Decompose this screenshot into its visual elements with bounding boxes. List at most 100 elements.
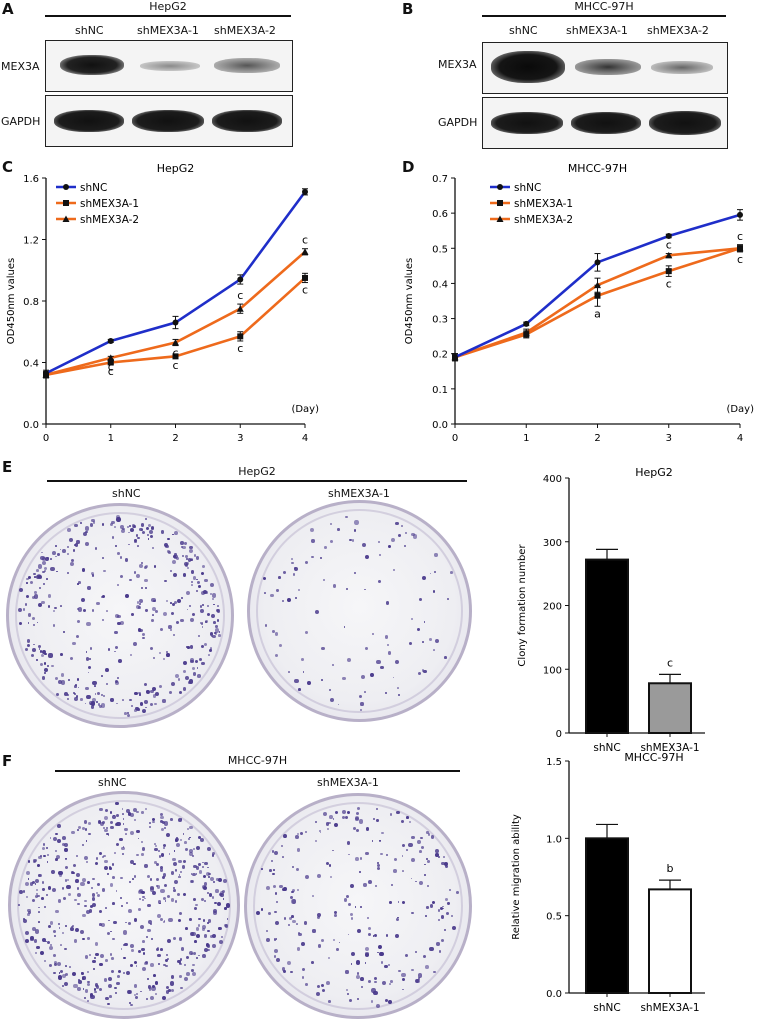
colony-dot [421, 641, 424, 644]
colony-dot [32, 616, 36, 620]
colony-dot [101, 693, 103, 696]
colony-dot [187, 828, 190, 831]
colony-dot [87, 665, 91, 670]
x-tick-label: shMEX3A-1 [640, 1002, 699, 1014]
colony-dot [160, 529, 165, 534]
colony-dot [140, 840, 143, 843]
colony-dot [384, 635, 389, 640]
colony-dot [374, 934, 378, 938]
colony-dot [111, 520, 115, 524]
colony-dot [406, 849, 408, 851]
colony-dot [158, 651, 162, 655]
colony-dot [212, 944, 216, 949]
legend-marker [63, 184, 69, 190]
colony-dot [128, 543, 130, 546]
colony-f-label-shmex3a: shMEX3A-1 [317, 776, 379, 789]
colony-dot [389, 980, 393, 983]
colony-dot [292, 573, 295, 576]
colony-dot [70, 562, 74, 567]
colony-dot [31, 648, 36, 652]
colony-dot [188, 848, 193, 853]
colony-dot [438, 919, 441, 922]
colony-dot [378, 579, 382, 583]
colony-dot [19, 890, 23, 894]
colony-dot [207, 929, 210, 932]
colony-dot [195, 903, 198, 907]
colony-dot [146, 977, 150, 980]
colony-dot [86, 999, 89, 1003]
colony-dot [114, 646, 118, 650]
colony-dot [43, 662, 46, 665]
chart-title: MHCC-97H [568, 162, 627, 175]
colony-dot [267, 912, 271, 916]
colony-dot [377, 866, 381, 870]
colony-dot [97, 820, 102, 825]
colony-dot [442, 907, 444, 910]
colony-dot [89, 647, 93, 650]
colony-dot [395, 660, 400, 665]
colony-dot [31, 880, 36, 885]
colony-dot [52, 609, 55, 612]
colony-dot [149, 995, 155, 1001]
colony-dot [99, 909, 103, 913]
y-tick-label: 0.0 [23, 420, 39, 431]
colony-dot [395, 521, 399, 526]
colony-dot [423, 873, 426, 876]
colony-dot [363, 883, 367, 887]
colony-dot [190, 581, 193, 584]
colony-dot [104, 865, 109, 870]
colony-dot [54, 606, 57, 610]
colony-dot [41, 846, 46, 851]
colony-dot [87, 982, 91, 986]
colony-dot [94, 942, 99, 946]
colony-dot [60, 605, 63, 607]
significance-label: c [737, 230, 743, 243]
colony-dot [353, 529, 357, 532]
colony-dot [372, 935, 375, 937]
colony-dot [406, 816, 409, 819]
colony-dot [150, 963, 154, 967]
colony-dot [356, 806, 361, 811]
colony-dot [446, 912, 450, 916]
significance-label: c [237, 342, 243, 355]
colony-dot [456, 890, 459, 894]
blot-a-band [214, 58, 280, 73]
colony-dot [140, 890, 145, 895]
bar-chart-f: MHCC-97H 0.0 0.5 1.0 1.5 Relative migration a… [511, 752, 705, 1014]
colony-dot [55, 555, 57, 558]
colony-dot [62, 887, 65, 890]
colony-dot [78, 826, 82, 830]
colony-dot [189, 918, 192, 921]
colony-dot [127, 812, 131, 816]
colony-dot [58, 874, 62, 878]
colony-dot [186, 608, 189, 611]
colony-dot [193, 576, 197, 580]
colony-dot [82, 988, 85, 990]
colony-dot [323, 811, 328, 817]
colony-dot [135, 993, 138, 995]
blot-b-lane-3: shMEX3A-2 [647, 24, 709, 37]
colony-dot [325, 822, 330, 826]
colony-dot [27, 911, 31, 915]
colony-dot [83, 899, 87, 903]
y-tick-label: 0.6 [432, 209, 448, 220]
colony-dot [60, 680, 65, 685]
colony-dot [160, 827, 164, 831]
colony-dot [165, 985, 169, 989]
colony-dot [130, 831, 135, 836]
colony-dot [170, 871, 175, 875]
colony-dot [224, 906, 228, 911]
colony-dot [75, 872, 80, 877]
colony-dot [134, 961, 138, 965]
colony-dot [55, 832, 58, 836]
colony-dot [147, 984, 152, 989]
colony-dot [157, 849, 161, 853]
colony-dot [109, 883, 114, 887]
colony-dot [288, 671, 290, 674]
colony-dot [421, 845, 425, 849]
colony-dot [41, 897, 44, 900]
significance-label: b [667, 862, 674, 875]
colony-dot [136, 853, 139, 857]
colony-dot [266, 938, 270, 942]
colony-dot [38, 911, 41, 914]
